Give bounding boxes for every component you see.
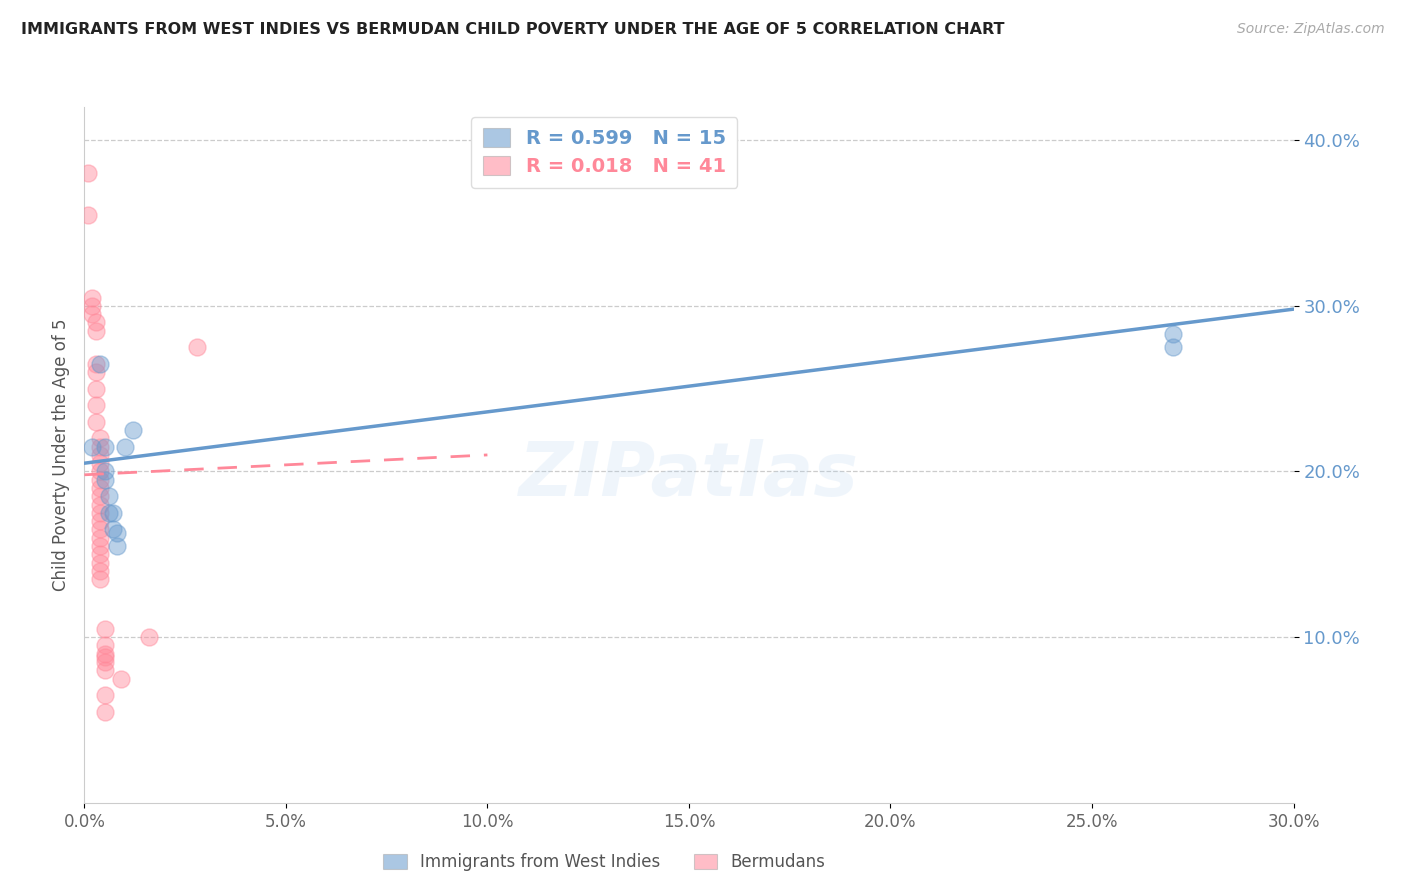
Point (77, 166, 100, 180)
Point (89, 481, 111, 495)
Text: IMMIGRANTS FROM WEST INDIES VS BERMUDAN CHILD POVERTY UNDER THE AGE OF 5 CORRELA: IMMIGRANTS FROM WEST INDIES VS BERMUDAN … (21, 22, 1005, 37)
Point (89, 547, 111, 561)
Point (93, 465, 115, 479)
Point (89, 489, 111, 503)
Point (93, 473, 115, 487)
Point (93, 440, 115, 454)
Point (93, 650, 115, 665)
Point (89, 473, 111, 487)
Point (89, 431, 111, 445)
Point (86, 415, 108, 429)
Point (93, 663, 115, 677)
Point (89, 498, 111, 512)
Point (93, 622, 115, 636)
Y-axis label: Child Poverty Under the Age of 5: Child Poverty Under the Age of 5 (52, 318, 70, 591)
Point (77, 208, 100, 222)
Point (86, 365, 108, 379)
Point (89, 440, 111, 454)
Point (93, 647, 115, 661)
Point (186, 340, 208, 354)
Point (89, 465, 111, 479)
Point (89, 448, 111, 462)
Point (1161, 326, 1184, 341)
Point (89, 456, 111, 470)
Point (89, 514, 111, 528)
Point (93, 639, 115, 653)
Point (82, 440, 104, 454)
Point (82, 299, 104, 313)
Point (86, 382, 108, 396)
Point (93, 705, 115, 719)
Point (86, 357, 108, 371)
Point (1161, 340, 1184, 354)
Point (110, 672, 132, 686)
Point (101, 506, 124, 520)
Point (86, 315, 108, 329)
Point (89, 539, 111, 553)
Point (121, 423, 143, 437)
Point (105, 539, 128, 553)
Point (89, 523, 111, 537)
Point (97, 489, 120, 503)
Point (89, 572, 111, 586)
Point (101, 523, 124, 537)
Point (82, 291, 104, 305)
Point (89, 506, 111, 520)
Point (97, 506, 120, 520)
Point (105, 525, 128, 540)
Text: Source: ZipAtlas.com: Source: ZipAtlas.com (1237, 22, 1385, 37)
Point (93, 688, 115, 702)
Point (86, 324, 108, 338)
Point (114, 440, 136, 454)
Point (89, 531, 111, 545)
Point (82, 307, 104, 321)
Point (93, 655, 115, 669)
Point (86, 398, 108, 412)
Point (89, 564, 111, 578)
Point (89, 556, 111, 570)
Point (89, 357, 111, 371)
Legend: Immigrants from West Indies, Bermudans: Immigrants from West Indies, Bermudans (377, 847, 832, 878)
Point (138, 630, 160, 644)
Text: ZIPatlas: ZIPatlas (519, 439, 859, 512)
